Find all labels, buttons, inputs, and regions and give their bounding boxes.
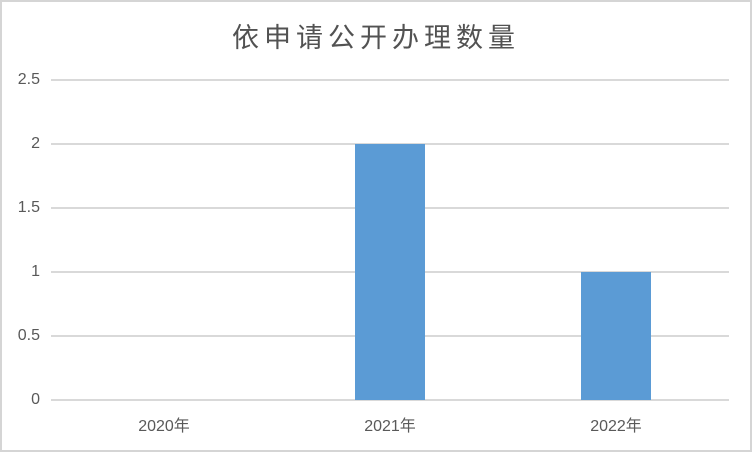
- chart-title: 依申请公开办理数量: [232, 23, 520, 54]
- y-tick-label-2: 2: [31, 135, 40, 152]
- gridline-y-2.5: [51, 79, 729, 81]
- y-tick-label-2.5: 2.5: [17, 71, 40, 88]
- plot-area: [51, 79, 729, 401]
- y-tick-label-1.5: 1.5: [17, 199, 40, 216]
- y-tick-label-1: 1: [31, 263, 40, 280]
- y-tick-label-0: 0: [31, 391, 40, 408]
- y-tick-label-0.5: 0.5: [17, 327, 40, 344]
- y-axis-labels: 0 0.5 1 1.5 2 2.5: [2, 71, 40, 408]
- bar-2021年: [355, 144, 425, 400]
- x-tick-label-2022年: 2022年: [590, 418, 642, 435]
- bar-2022年: [581, 272, 651, 400]
- x-axis-labels: 2020年 2021年 2022年: [51, 412, 729, 436]
- x-tick-label-2020年: 2020年: [138, 418, 190, 435]
- x-tick-label-2021年: 2021年: [364, 418, 416, 435]
- gridline-y-0: [51, 399, 729, 401]
